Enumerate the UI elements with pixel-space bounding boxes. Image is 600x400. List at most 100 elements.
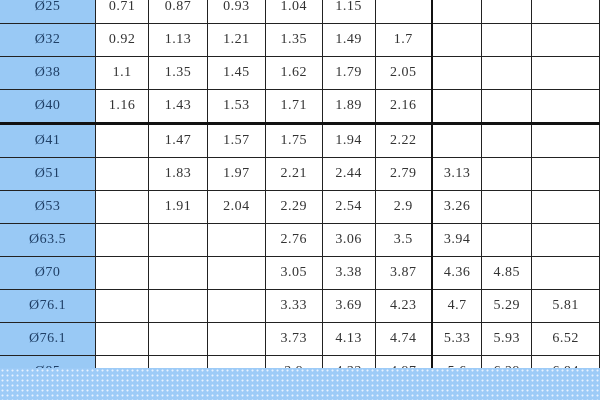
table-row: Ø41 1.47 1.57 1.75 1.94 2.22 — [0, 123, 600, 158]
table-cell: 1.57 — [206, 123, 266, 158]
table-cell: 1.45 — [206, 56, 266, 90]
table-cell — [481, 190, 533, 224]
table-cell — [148, 322, 208, 356]
table-cell — [481, 23, 533, 57]
table-cell: 3.94 — [431, 223, 483, 257]
table-cell — [481, 89, 533, 125]
table-cell: 2.22 — [374, 123, 433, 158]
table-cell: 4.23 — [374, 289, 433, 323]
table-row: Ø70 3.05 3.38 3.87 4.36 4.85 — [0, 256, 600, 290]
table-cell: 0.93 — [206, 0, 266, 24]
table-cell — [95, 289, 150, 323]
table-row: Ø32 0.92 1.13 1.21 1.35 1.49 1.7 — [0, 23, 600, 57]
table-cell — [95, 256, 150, 290]
table-cell — [431, 0, 483, 24]
row-label: Ø76.1 — [0, 322, 97, 356]
table-cell: 0.71 — [95, 0, 150, 24]
table-cell: 1.75 — [264, 123, 323, 158]
table-cell: 1.35 — [264, 23, 323, 57]
table-cell — [481, 123, 533, 158]
table-cell — [431, 123, 483, 158]
table-cell: 2.29 — [264, 190, 323, 224]
table-cell: 1.94 — [321, 123, 376, 158]
table-cell — [206, 289, 266, 323]
table-row: Ø63.5 2.76 3.06 3.5 3.94 — [0, 223, 600, 257]
table-cell: 3.05 — [264, 256, 323, 290]
table-cell: 4.36 — [431, 256, 483, 290]
table-cell — [95, 123, 150, 158]
table-cell: 4.7 — [431, 289, 483, 323]
table-cell: 2.21 — [264, 157, 323, 191]
table-cell: 1.47 — [148, 123, 208, 158]
table-cell — [531, 23, 600, 57]
table-cell: 3.06 — [321, 223, 376, 257]
table-row: Ø40 1.16 1.43 1.53 1.71 1.89 2.16 — [0, 89, 600, 125]
table-row: Ø53 1.91 2.04 2.29 2.54 2.9 3.26 — [0, 190, 600, 224]
table-cell: 2.9 — [374, 190, 433, 224]
table-cell — [95, 157, 150, 191]
table-cell — [531, 123, 600, 158]
table-cell: 3.38 — [321, 256, 376, 290]
table-row: Ø25 0.71 0.87 0.93 1.04 1.15 — [0, 0, 600, 24]
table-row: Ø76.1 3.73 4.13 4.74 5.33 5.93 6.52 — [0, 322, 600, 356]
table-cell: 1.91 — [148, 190, 208, 224]
table-cell: 1.1 — [95, 56, 150, 90]
table-cell — [206, 223, 266, 257]
table-cell — [95, 190, 150, 224]
table-cell: 5.81 — [531, 289, 600, 323]
table-cell — [148, 289, 208, 323]
table-row: Ø51 1.83 1.97 2.21 2.44 2.79 3.13 — [0, 157, 600, 191]
table-cell — [148, 256, 208, 290]
table-cell: 1.16 — [95, 89, 150, 125]
row-label: Ø70 — [0, 256, 97, 290]
table-cell: 1.79 — [321, 56, 376, 90]
table-cell: 3.33 — [264, 289, 323, 323]
table-cell: 2.44 — [321, 157, 376, 191]
table-row: Ø38 1.1 1.35 1.45 1.62 1.79 2.05 — [0, 56, 600, 90]
table-cell — [431, 56, 483, 90]
table-cell: 1.43 — [148, 89, 208, 125]
table-cell — [481, 157, 533, 191]
table-cell — [531, 56, 600, 90]
table-cell: 3.69 — [321, 289, 376, 323]
row-label: Ø38 — [0, 56, 97, 90]
table-cell — [374, 0, 433, 24]
table-cell: 3.13 — [431, 157, 483, 191]
table-cell — [531, 256, 600, 290]
table-cell: 2.05 — [374, 56, 433, 90]
table-cell: 1.62 — [264, 56, 323, 90]
table-cell: 0.87 — [148, 0, 208, 24]
table-cell: 5.33 — [431, 322, 483, 356]
table-cell — [431, 89, 483, 125]
row-label: Ø32 — [0, 23, 97, 57]
table-cell: 2.16 — [374, 89, 433, 125]
row-label: Ø41 — [0, 123, 97, 158]
row-label: Ø51 — [0, 157, 97, 191]
table-cell: 0.92 — [95, 23, 150, 57]
table-cell — [531, 0, 600, 24]
table-cell: 1.97 — [206, 157, 266, 191]
row-label: Ø40 — [0, 89, 97, 125]
table-cell: 5.29 — [481, 289, 533, 323]
table-cell — [206, 322, 266, 356]
table-cell: 3.87 — [374, 256, 433, 290]
table-cell: 1.49 — [321, 23, 376, 57]
row-label: Ø25 — [0, 0, 97, 24]
table-cell — [431, 23, 483, 57]
table-cell — [95, 322, 150, 356]
row-label: Ø76.1 — [0, 289, 97, 323]
table-cell: 5.93 — [481, 322, 533, 356]
table-cell: 1.89 — [321, 89, 376, 125]
table-cell — [531, 89, 600, 125]
table-cell — [531, 157, 600, 191]
table-cell: 2.79 — [374, 157, 433, 191]
row-label: Ø63.5 — [0, 223, 97, 257]
table-cell — [481, 0, 533, 24]
data-table: Ø25 0.71 0.87 0.93 1.04 1.15 Ø32 0.92 1.13 1.21 1.… — [0, 0, 600, 389]
table-cell: 4.85 — [481, 256, 533, 290]
table-cell — [531, 223, 600, 257]
table-cell: 1.04 — [264, 0, 323, 24]
row-label: Ø53 — [0, 190, 97, 224]
table-cell: 3.5 — [374, 223, 433, 257]
table-cell: 3.73 — [264, 322, 323, 356]
